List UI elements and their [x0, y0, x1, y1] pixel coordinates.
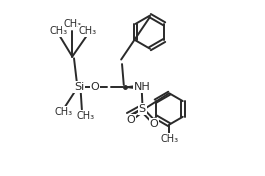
Polygon shape: [126, 85, 139, 89]
Text: CH₃: CH₃: [49, 26, 67, 36]
Text: Si: Si: [74, 82, 84, 92]
Text: O: O: [91, 82, 99, 92]
Text: CH₃: CH₃: [55, 107, 73, 117]
Text: CH₃: CH₃: [63, 19, 81, 29]
Text: S: S: [139, 104, 146, 114]
Text: CH₃: CH₃: [161, 134, 179, 144]
Text: CH₃: CH₃: [76, 111, 94, 121]
Text: O: O: [126, 115, 135, 125]
Text: NH: NH: [134, 82, 151, 92]
Text: CH₃: CH₃: [79, 26, 97, 36]
Text: O: O: [149, 119, 158, 129]
